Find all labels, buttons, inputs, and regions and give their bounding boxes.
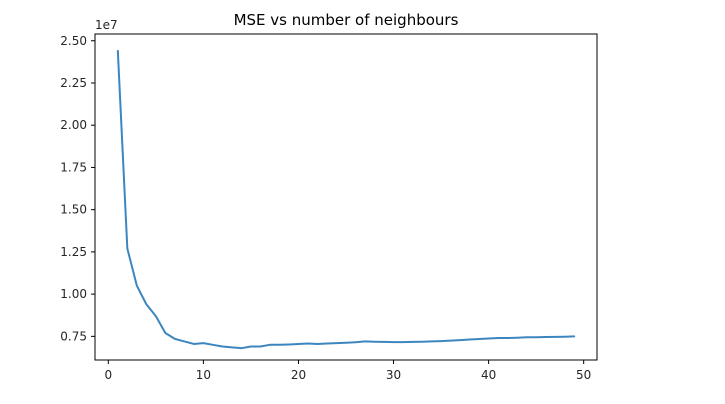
chart-title: MSE vs number of neighbours — [234, 11, 459, 29]
series-layer — [116, 49, 576, 350]
y-tick-label: 1.75 — [60, 160, 87, 174]
y-tick-label: 1.50 — [60, 203, 87, 217]
x-tick-label: 0 — [104, 368, 112, 382]
x-tick-label: 30 — [386, 368, 401, 382]
y-tick-label: 2.25 — [60, 76, 87, 90]
x-tick-label: 40 — [481, 368, 496, 382]
y-axis-scale-offset: 1e7 — [95, 18, 118, 32]
x-tick-label: 50 — [576, 368, 591, 382]
axes-frame — [94, 33, 598, 361]
x-axis-ticks: 0 10 20 30 40 50 — [104, 360, 591, 382]
x-tick-label: 20 — [291, 368, 306, 382]
y-tick-label: 0.75 — [60, 329, 87, 343]
y-tick-label: 1.25 — [60, 245, 87, 259]
y-axis-ticks: 0.75 1.00 1.25 1.50 1.75 2.00 2.25 2.50 — [60, 34, 95, 343]
plot-border — [94, 33, 598, 361]
series-line — [116, 49, 576, 350]
y-tick-label: 1.00 — [60, 287, 87, 301]
x-tick-label: 10 — [196, 368, 211, 382]
y-tick-label: 2.50 — [60, 34, 87, 48]
y-tick-label: 2.00 — [60, 118, 87, 132]
